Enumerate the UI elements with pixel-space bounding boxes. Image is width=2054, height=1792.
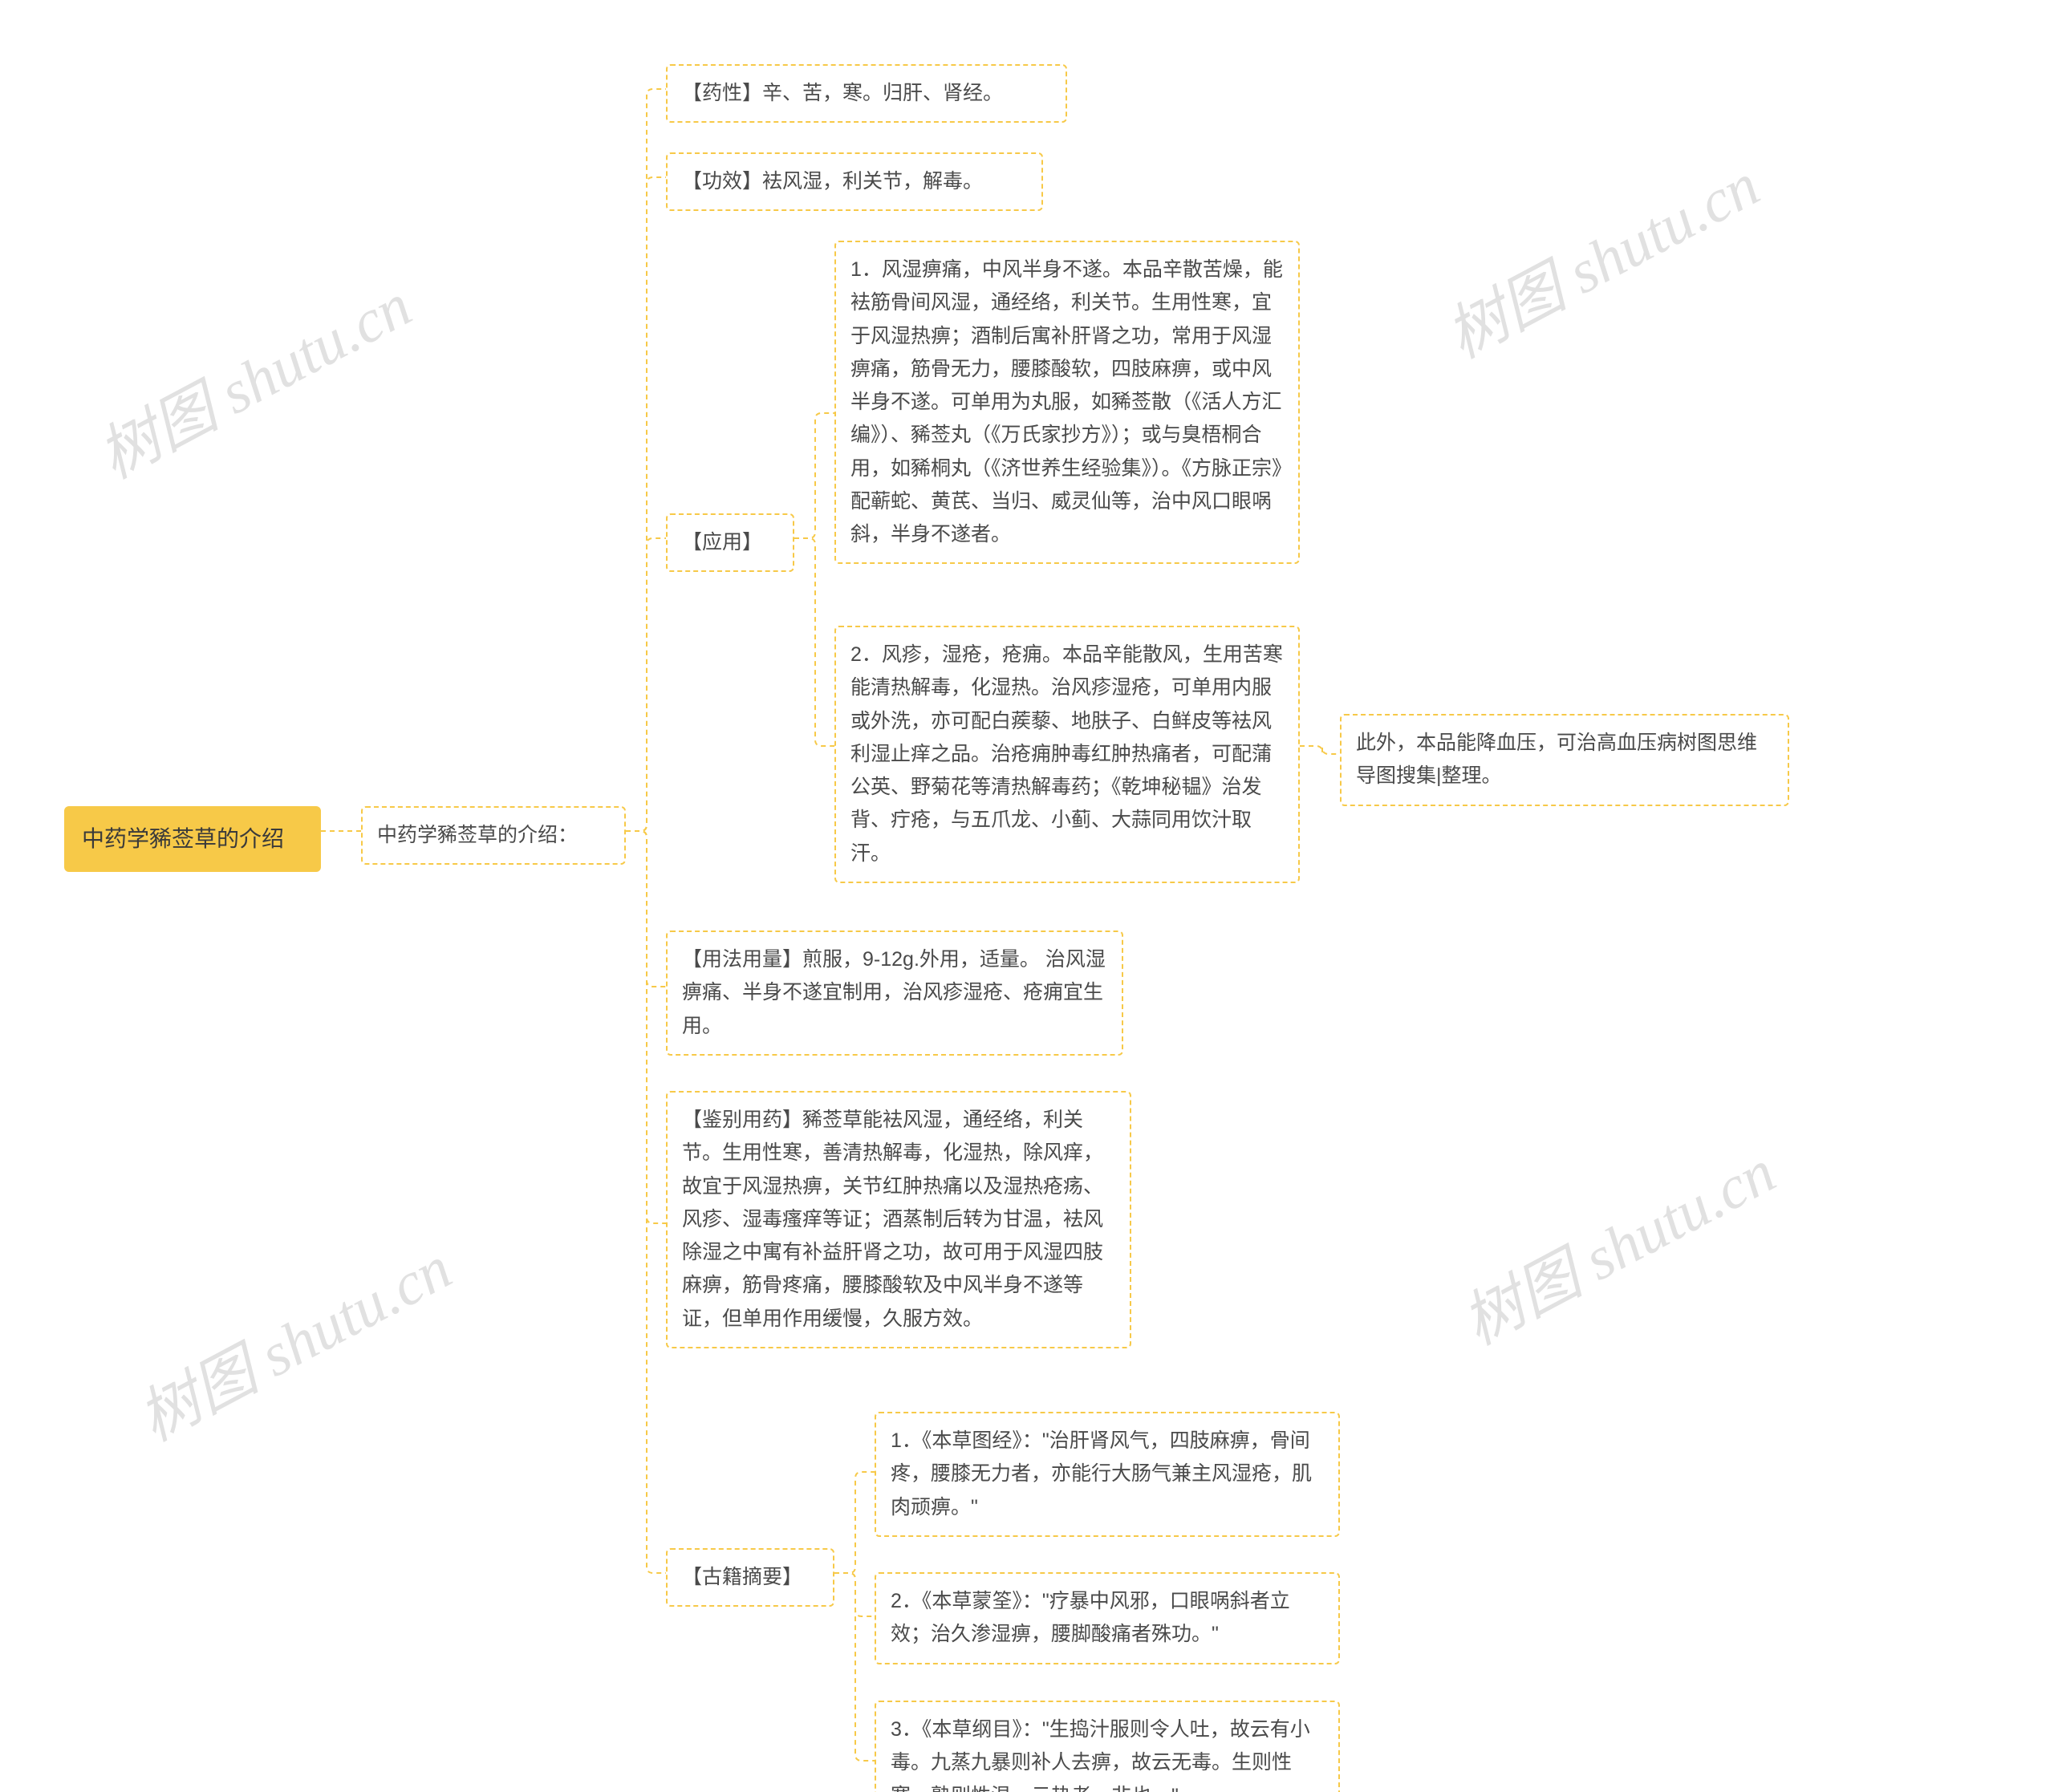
watermark: 树图 shutu.cn xyxy=(120,1219,464,1458)
node-guji-3: 3．《本草纲目》："生捣汁服则令人吐，故云有小毒。九蒸九暴则补人去痹，故云无毒。… xyxy=(875,1701,1340,1792)
node-yongfa: 【用法用量】煎服，9-12g.外用，适量。 治风湿痹痛、半身不遂宜制用，治风疹湿… xyxy=(666,930,1123,1056)
node-guji-1: 1．《本草图经》："治肝肾风气，四肢麻痹，骨间疼，腰膝无力者，亦能行大肠气兼主风… xyxy=(875,1412,1340,1537)
watermark: 树图 shutu.cn xyxy=(1444,1123,1788,1361)
node-jianbie: 【鉴别用药】豨莶草能袪风湿，通经络，利关节。生用性寒，善清热解毒，化湿热，除风痒… xyxy=(666,1091,1131,1348)
node-gongxiao: 【功效】袪风湿，利关节，解毒。 xyxy=(666,152,1043,211)
node-yingyong: 【应用】 xyxy=(666,513,794,572)
watermark: 树图 shutu.cn xyxy=(80,257,424,495)
watermark: 树图 shutu.cn xyxy=(1428,136,1772,375)
node-guji: 【古籍摘要】 xyxy=(666,1548,834,1607)
node-yaoxing: 【药性】辛、苦，寒。归肝、肾经。 xyxy=(666,64,1067,123)
mindmap-level1: 中药学豨莶草的介绍： xyxy=(361,806,626,865)
node-guji-2: 2．《本草蒙筌》："疗暴中风邪，口眼㖞斜者立效；治久渗湿痹，腰脚酸痛者殊功。" xyxy=(875,1572,1340,1664)
node-yingyong-2: 2．风疹，湿疮，疮痈。本品辛能散风，生用苦寒能清热解毒，化湿热。治风疹湿疮，可单… xyxy=(834,626,1300,883)
node-yingyong-2a: 此外，本品能降血压，可治高血压病树图思维导图搜集|整理。 xyxy=(1340,714,1789,806)
mindmap-root: 中药学豨莶草的介绍 xyxy=(64,806,321,872)
node-yingyong-1: 1．风湿痹痛，中风半身不遂。本品辛散苦燥，能袪筋骨间风湿，通经络，利关节。生用性… xyxy=(834,241,1300,564)
